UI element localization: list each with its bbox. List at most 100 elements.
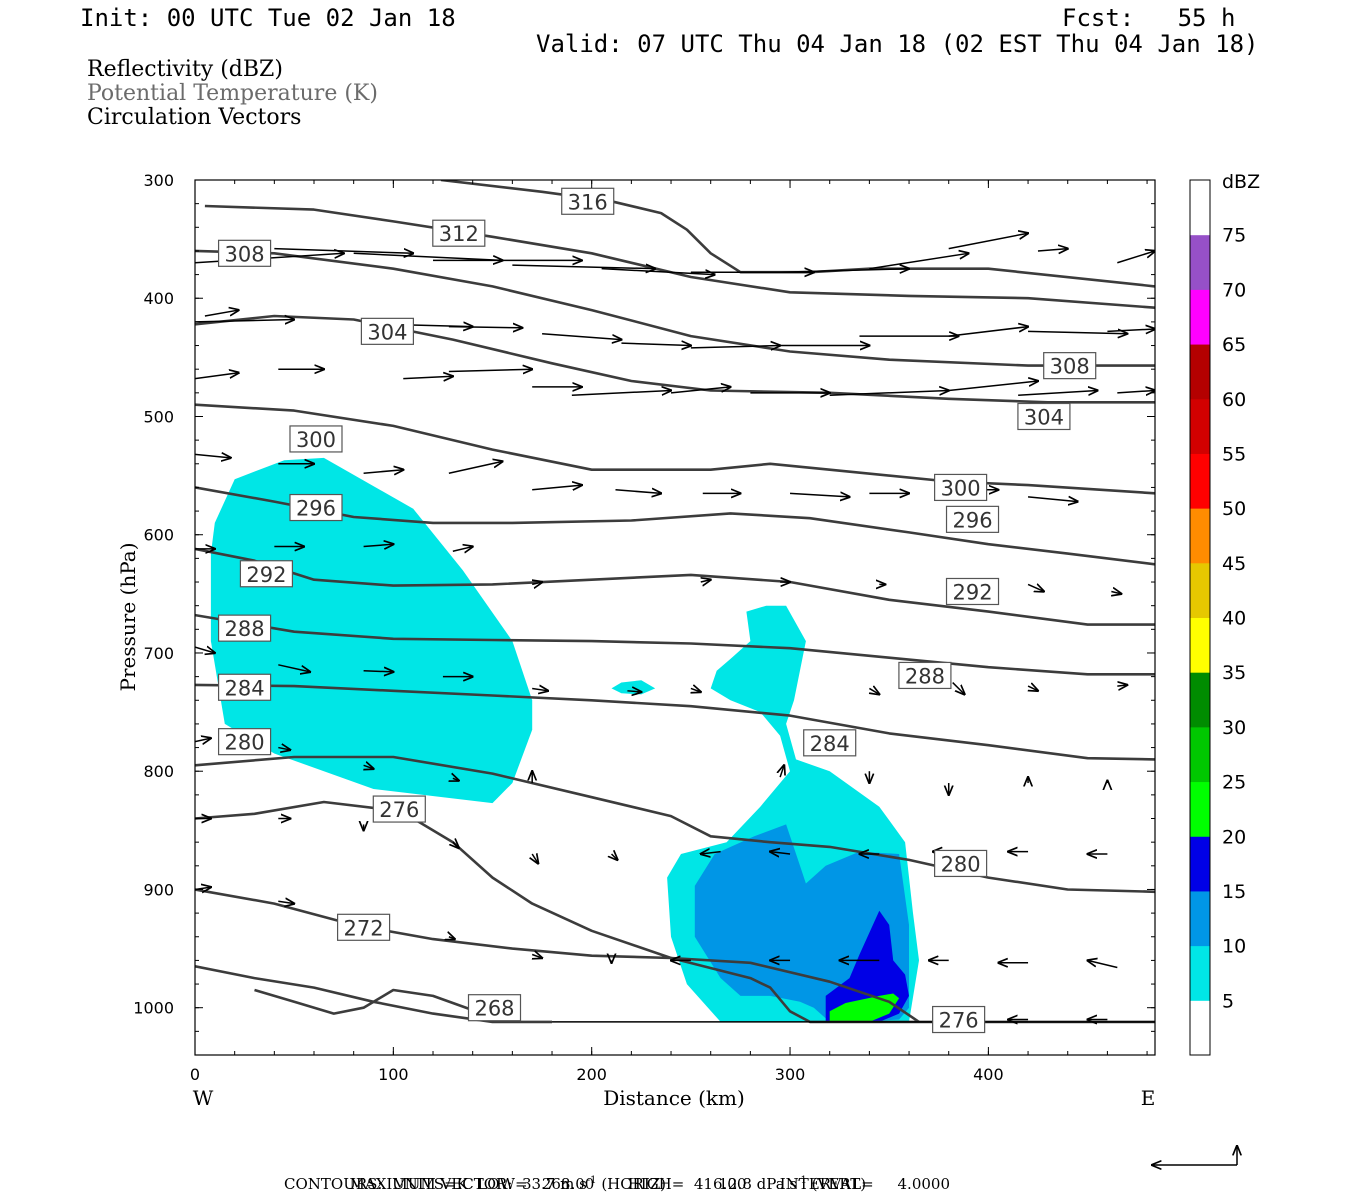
contour-labels: 316 312 308 308 304 304 300 300 296 296 292 292 288 2… [217,187,1097,1034]
valid-time: Valid: 07 UTC Thu 04 Jan 18 (02 EST Thu … [536,30,1259,58]
circulation-vector [1028,331,1127,333]
colorbar-swatch [1190,617,1210,673]
svg-text:268: 268 [474,997,514,1021]
circulation-vector [1027,584,1044,591]
reflectivity-5dbz-area [210,457,533,804]
horiz-tag: (HORIZ) [596,1175,667,1193]
circulation-vector [701,852,721,854]
circulation-vector [453,842,459,848]
circulation-vector [948,233,1028,250]
colorbar-swatch [1190,453,1210,509]
circulation-vector [1117,390,1155,392]
circulation-vector [869,688,879,694]
contour-label-300: 300 [934,473,988,502]
svg-text:308: 308 [225,242,265,266]
colorbar-label: 10 [1222,936,1246,958]
colorbar-swatch [1190,289,1210,345]
circulation-vectors [195,233,1155,1019]
circulation-vector [948,381,1038,392]
circulation-vector [532,582,542,584]
colorbar-label: 35 [1222,662,1246,684]
contour-label-288: 288 [217,614,272,642]
contour-label-292: 292 [945,577,1000,606]
contour-label-276: 276 [932,1005,986,1034]
contour-label-292: 292 [239,560,294,588]
circulation-vector [770,852,791,854]
y-tick-label: 900 [143,880,174,899]
colorbar-swatch [1190,836,1210,892]
colorbar-swatch [1190,781,1210,837]
y-tick-label: 1000 [133,999,174,1018]
svg-text:276: 276 [379,798,419,822]
circulation-vector [278,901,294,903]
svg-text:288: 288 [225,617,265,641]
contour-label-316: 316 [561,187,615,215]
colorbar-swatch [1190,180,1210,236]
colorbar-swatch [1190,508,1210,564]
circulation-vector [1037,249,1068,251]
contour-label-276: 276 [372,795,426,823]
axes: 300 400 500 600 700 800 900 1000 0 100 200 300 400 Di… [116,171,1155,1110]
svg-text:284: 284 [225,676,265,700]
theta-contour-268 [254,988,474,1015]
circulation-vector [195,320,294,322]
circulation-vector [449,937,455,939]
colorbar-title: dBZ [1222,171,1260,193]
colorbar-swatch [1190,398,1210,454]
circulation-vector [532,854,538,863]
contour-label-300: 300 [289,425,343,453]
svg-text:312: 312 [439,222,479,246]
y-tick-label: 400 [143,289,174,308]
circulation-vector [1111,591,1121,593]
circulation-vector [363,671,394,672]
circulation-vector [452,547,473,552]
legend-circulation-vectors: Circulation Vectors [87,105,302,130]
theta-contour-312 [204,204,1155,309]
colorbar-label: 70 [1222,279,1246,301]
theta-contour-304 [195,314,1155,404]
horiz-exponent: -1 [586,1175,597,1186]
colorbar-swatch [1190,344,1210,400]
svg-text:304: 304 [367,320,407,344]
contour-label-312: 312 [432,219,486,247]
reflectivity-fill [210,457,919,1022]
theta-contour-288 [195,613,1155,676]
svg-text:284: 284 [810,732,850,756]
y-tick-label: 300 [143,171,174,190]
contour-label-304: 304 [360,317,414,345]
contour-label-280: 280 [934,849,988,878]
colorbar-swatch [1190,562,1210,618]
reflectivity-5dbz-area [611,680,656,695]
circulation-vector [532,954,542,958]
contour-label-272: 272 [336,913,391,941]
colorbar-label: 30 [1222,717,1246,739]
plot-frame [194,179,1156,1056]
circulation-vector [512,265,655,269]
circulation-vector [571,390,671,396]
y-tick-label: 700 [143,644,174,663]
circulation-vector [204,310,239,317]
circulation-vector [780,765,784,778]
circulation-vector [532,688,548,690]
circulation-vector [627,691,641,692]
circulation-vector [278,664,310,672]
y-tick-label: 500 [143,407,174,426]
colorbar-label: 15 [1222,881,1246,903]
circulation-vector [403,376,453,378]
x-tick-label: 300 [775,1065,806,1084]
init-time: Init: 00 UTC Tue 02 Jan 18 [80,4,456,32]
footer-max-vector: MAXIMUM VECTOR: 33.7 m s-1 (HORIZ) 12.8 … [340,1157,867,1193]
circulation-vector [195,738,211,742]
svg-text:272: 272 [344,916,384,940]
contour-label-296: 296 [945,505,1000,533]
forecast-hour: Fcst: 55 h [1062,4,1236,32]
circulation-vector [364,765,374,769]
colorbar-label: 50 [1222,498,1246,520]
circulation-vector [615,490,661,494]
svg-text:280: 280 [941,852,981,876]
contour-label-288: 288 [898,661,952,690]
contour-label-304: 304 [1017,402,1071,431]
contour-label-308: 308 [1043,352,1097,380]
colorbar-swatch [1190,945,1210,1001]
theta-contours [195,180,1155,1024]
